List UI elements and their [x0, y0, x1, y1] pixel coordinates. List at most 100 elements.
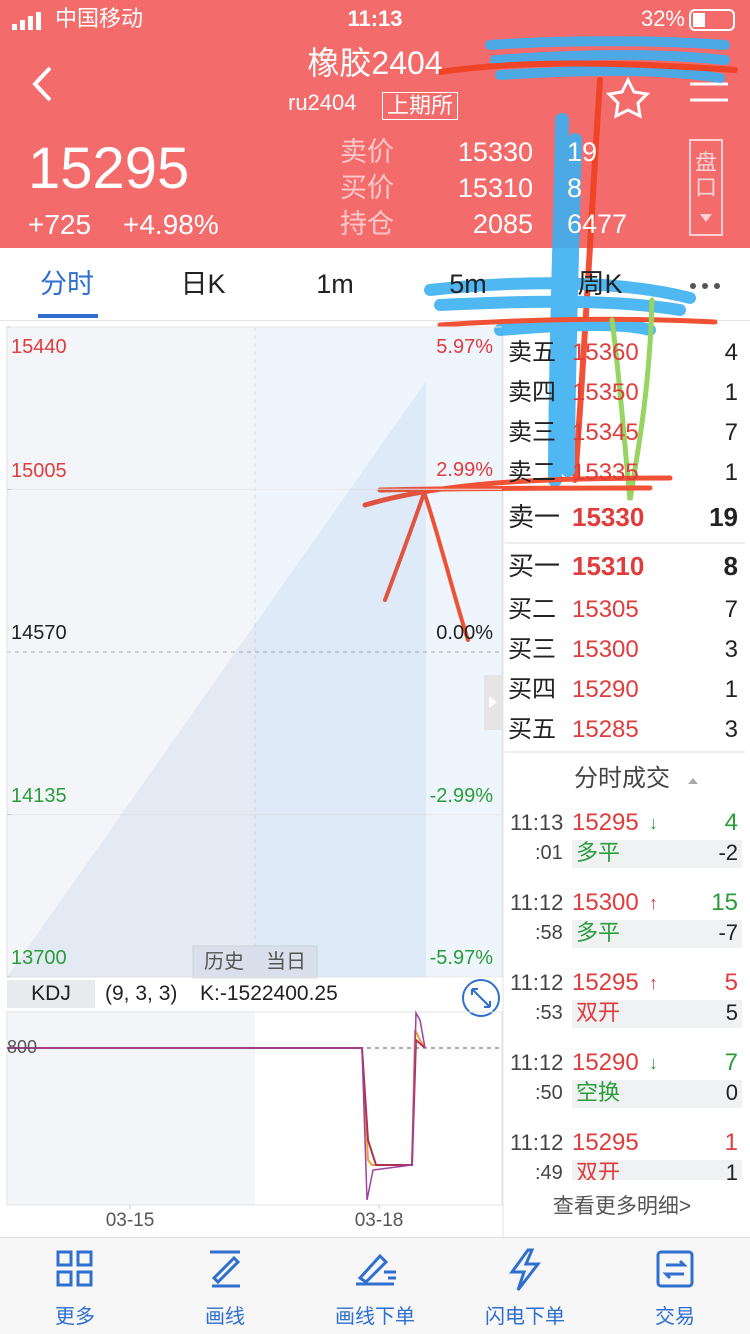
trade-type: 双开 [576, 999, 621, 1025]
trade-time: 11:12 [510, 889, 564, 915]
book-volume: 3 [724, 715, 738, 743]
trade-volume: 1 [724, 1128, 738, 1156]
trade-price: 15295 [572, 968, 639, 996]
quote-value: 2085 [472, 209, 533, 240]
y-tick-label: 14570 [11, 622, 67, 644]
nav-item[interactable]: 画线 [205, 1306, 245, 1328]
last-price: 15295 [28, 136, 190, 202]
range-toggle[interactable] [192, 945, 318, 979]
y-tick-label: 15005 [11, 459, 67, 482]
carrier: 中国移动 [55, 5, 144, 31]
expand-button[interactable] [462, 979, 500, 1017]
menu-button[interactable] [690, 82, 728, 102]
panel-button-frame[interactable] [689, 139, 723, 236]
book-price: 15335 [572, 458, 639, 486]
more-tabs[interactable] [690, 283, 720, 289]
indicator-value: K:-1522400.25 [200, 982, 338, 1006]
back-button[interactable] [32, 66, 52, 102]
book-volume: 1 [724, 458, 738, 486]
trade-second: :49 [535, 1162, 563, 1180]
trade-second: :58 [535, 922, 563, 944]
indicator-axis-label: 800 [7, 1037, 38, 1058]
trades-list: 11:13 15295 ↓ 4:01 多平 -2 11:12 15300 ↑ 15:58 多平 -7 1… [0, 800, 750, 1180]
collapse-arrow [489, 696, 497, 708]
tab[interactable]: 分时 [40, 269, 94, 300]
nav-icons [56, 1248, 694, 1291]
trade-position-change: 1 [725, 1159, 738, 1180]
panel-button[interactable]: 盘口 [694, 150, 717, 201]
trade-type: 多平 [576, 919, 621, 945]
trade-position-change: 5 [725, 999, 738, 1025]
book-volume: 3 [724, 635, 738, 663]
trade-position-change: -2 [718, 839, 738, 865]
trade-time: 11:13 [510, 809, 564, 835]
trade-row-bg [572, 1080, 742, 1108]
book-price: 15330 [572, 501, 645, 532]
book-volume: 1 [724, 675, 738, 703]
more-details[interactable]: 查看更多明细> [552, 1195, 692, 1219]
quote-value: 15330 [457, 137, 533, 168]
favorite-button[interactable] [605, 76, 651, 119]
tab[interactable]: 日K [180, 269, 226, 300]
book-label: 卖四 [508, 378, 556, 406]
tab[interactable]: 5m [449, 269, 487, 300]
book-label: 卖二 [508, 458, 556, 486]
quote-label: 持仓 [340, 209, 394, 240]
nav-item[interactable]: 交易 [655, 1306, 695, 1328]
kdj-history-pane [7, 1012, 255, 1205]
trade-volume: 15 [711, 888, 738, 916]
range-button[interactable]: 当日 [266, 951, 306, 973]
trade-type: 空换 [576, 1079, 621, 1105]
trades-title[interactable]: 分时成交 [574, 764, 670, 792]
trade-type: 多平 [576, 839, 621, 865]
y2-tick-label: 5.97% [436, 336, 493, 358]
trade-type: 双开 [576, 1159, 621, 1180]
trade-price: 15300 [572, 888, 639, 916]
book-price: 15285 [572, 715, 639, 743]
trade-time: 11:12 [510, 1049, 564, 1075]
nav-item[interactable]: 闪电下单 [485, 1306, 565, 1328]
battery-level [693, 13, 705, 27]
tab[interactable]: 1m [316, 269, 354, 300]
trade-price: 15295 [572, 808, 639, 836]
book-volume: 1 [724, 378, 738, 406]
trade-position-change: 0 [725, 1079, 738, 1105]
x-tick-label: 03-18 [354, 1209, 404, 1231]
instrument-code: ru2404 [288, 89, 357, 115]
nav-item[interactable]: 画线下单 [335, 1306, 415, 1328]
kdj-frame [6, 1011, 503, 1206]
trade-position-change: -7 [718, 919, 738, 945]
quote-label: 卖价 [340, 137, 394, 168]
trade-second: :53 [535, 1002, 563, 1024]
trade-price: 15295 [572, 1128, 639, 1156]
y-tick-label: 14135 [11, 784, 67, 807]
expand-icon [471, 988, 491, 1008]
instrument-title: 橡胶2404 [307, 45, 443, 82]
range-button[interactable]: 历史 [204, 951, 244, 973]
y2-tick-label: -5.97% [429, 947, 493, 969]
panel-button-arrow [700, 214, 712, 222]
book-price: 15310 [572, 550, 645, 581]
book-volume: 19 [709, 501, 738, 532]
tab[interactable]: 周K [577, 269, 623, 300]
book-volume: 7 [724, 418, 738, 446]
y-tick-label: 15440 [11, 336, 67, 358]
exchange-badge: 上期所 [381, 91, 459, 120]
sort-arrow [688, 778, 698, 784]
clock: 11:13 [347, 5, 403, 31]
y2-tick-label: 2.99% [436, 459, 493, 482]
battery [689, 9, 735, 31]
book-price: 15360 [572, 338, 639, 366]
trade-direction: ↓ [649, 1053, 658, 1074]
book-price: 15305 [572, 595, 639, 623]
trade-volume: 7 [724, 1048, 738, 1076]
book-label: 卖三 [508, 418, 556, 446]
book-label: 卖五 [508, 338, 556, 366]
book-price: 15300 [572, 635, 639, 663]
nav-item[interactable]: 更多 [55, 1306, 95, 1328]
quote-volume: 8 [567, 173, 583, 204]
price-change-percent: +4.98% [123, 208, 219, 240]
quote-value: 15310 [457, 173, 533, 204]
